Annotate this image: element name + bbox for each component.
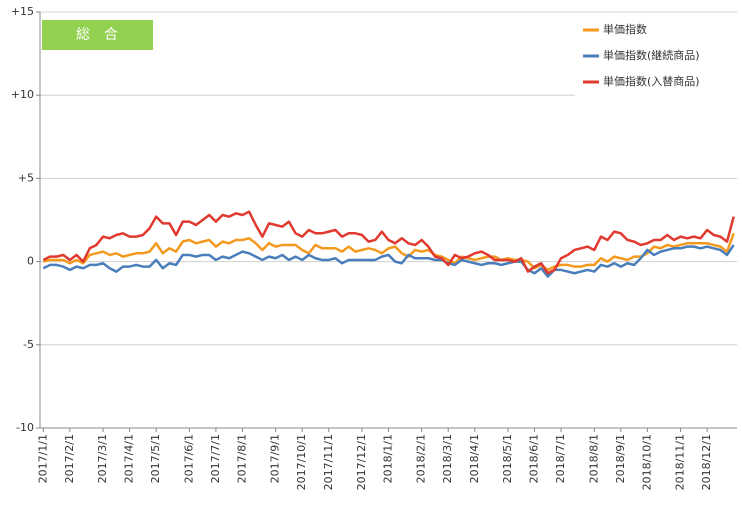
x-tick-label: 2017/4/1 [123,434,136,483]
y-tick-label: +10 [11,88,34,101]
annotation: 総 合 [76,27,118,43]
x-tick-label: 2017/6/1 [182,434,195,483]
x-tick-label: 2018/3/1 [441,434,454,483]
x-tick-label: 2017/2/1 [63,434,76,483]
x-tick-label: 2018/6/1 [528,434,541,483]
x-tick-label: 2018/1/1 [382,434,395,483]
legend-label: 単価指数(継続商品) [603,48,700,62]
x-tick-label: 2018/11/1 [674,434,687,490]
x-tick-label: 2018/8/1 [587,434,600,483]
x-tick-label: 2018/7/1 [554,434,567,483]
x-tick-label: 2017/10/1 [295,434,308,490]
x-tick-label: 2017/3/1 [96,434,109,483]
x-tick-label: 2018/4/1 [468,434,481,483]
x-tick-label: 2018/9/1 [614,434,627,483]
y-tick-label: -5 [23,338,34,351]
plot-area: -10 -5 0 +5 +10 +15 2017/1/1 2017/2/1 2017/3/1 20… [11,5,737,490]
y-tick-label: +5 [18,171,34,184]
annotation-box [42,20,153,50]
x-tick-label: 2017/11/1 [322,434,335,490]
x-tick-label: 2017/12/1 [355,434,368,490]
x-tick-label: 2017/7/1 [209,434,222,483]
x-tick-label: 2018/10/1 [640,434,653,490]
x-tick-label: 2017/5/1 [149,434,162,483]
y-tick-label: -10 [16,421,34,434]
legend-label: 単価指数(入替商品) [603,74,700,88]
legend-label: 単価指数 [603,22,647,36]
y-tick-label: +15 [11,5,34,18]
x-tick-label: 2017/9/1 [269,434,282,483]
x-tick-label: 2017/1/1 [36,434,49,483]
series-line [42,210,735,275]
x-tick-label: 2017/8/1 [235,434,248,483]
x-tick-label: 2018/12/1 [700,434,713,490]
legend-box [575,18,737,96]
series-line [42,244,735,278]
y-tick-label: 0 [27,255,34,268]
series-line [43,232,735,272]
x-tick-label: 2018/2/1 [415,434,428,483]
x-tick-label: 2018/5/1 [501,434,514,483]
